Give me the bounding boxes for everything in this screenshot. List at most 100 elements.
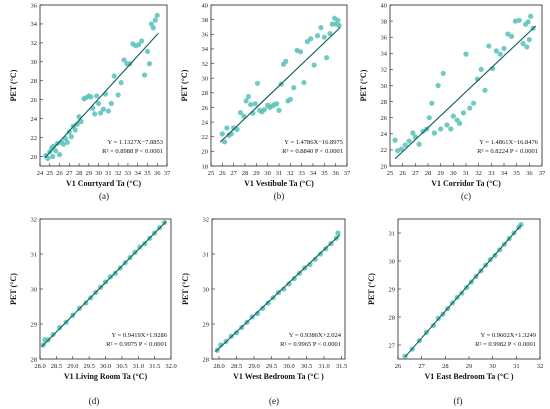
x-tick-label: 31.5 [149,363,160,370]
data-point [301,79,307,86]
data-point [237,109,244,116]
data-point [218,342,224,348]
panel-c: 25 26 27 28 29 30 31 32 33 34 35 36 37 20 22 24 26 28 30 32… [359,2,546,201]
data-point [291,85,297,91]
x-axis-label: V1 Courtyard Ta (°C) [66,179,141,188]
x-tick-label: 29 [437,170,444,177]
data-point [100,106,107,112]
x-tick-label: 34 [501,170,508,177]
y-tick-label: 30 [31,286,38,293]
data-point [274,101,280,107]
y-axis-label: PET (°C) [9,69,18,101]
y-tick-label: 40 [202,2,209,9]
data-point [68,134,74,140]
x-tick-label: 30 [489,363,496,370]
data-point [150,25,156,31]
panel-caption: (c) [461,191,471,201]
data-point [72,127,78,133]
data-point [50,153,56,160]
data-point [286,281,292,287]
data-point [137,244,143,250]
x-tick-label: 34 [310,170,317,177]
regression-stats: R² = 0.8988 P < 0.0001 [102,148,163,155]
x-tick-label: 28 [442,363,449,370]
data-point [107,274,114,280]
x-tick-label: 29 [86,170,93,177]
data-point [94,93,100,99]
regression-equation: Y = 1.4786X−16.8975 [284,139,343,146]
y-tick-label: 31 [203,251,210,258]
data-point [219,131,225,137]
panel-d: 28.0 28.5 29.0 29.5 30.0 30.5 31.0 31.5 32.0 28 29… [9,216,177,406]
regression-stats: R² = 0.9965 P < 0.0001 [280,341,341,348]
x-tick-label: 28 [242,170,249,177]
y-axis-label: PET (°C) [367,273,376,305]
regression-line [219,27,341,143]
plot-frame [39,4,168,167]
panel-caption: (f) [454,396,463,406]
data-point [53,148,59,154]
data-point [336,22,342,29]
data-point [111,73,117,79]
regression-stats: R² = 0.9975 P < 0.0001 [106,341,167,348]
data-point [478,66,484,72]
data-point [312,256,318,262]
y-tick-label: 30 [389,258,396,265]
x-tick-label: 25 [47,170,54,177]
data-point [321,34,327,40]
x-axis-label: V1 Corridor Ta (°C) [431,179,501,188]
x-tick-label: 28.0 [213,363,224,370]
x-tick-label: 26 [219,170,226,177]
data-point [307,261,313,268]
x-tick-label: 29.0 [248,363,259,370]
y-axis-label: PET (°C) [359,69,368,101]
regression-equation: Y = 1.4861X−16.8476 [479,139,538,146]
x-tick-label: 33 [488,170,495,177]
data-point [297,49,304,55]
y-tick-label: 30 [31,59,38,66]
data-point [56,152,63,158]
data-point [88,94,94,100]
x-tick-label: 30 [95,170,102,177]
data-point [311,62,317,68]
x-tick-label: 32 [475,170,482,177]
x-tick-label: 28.0 [34,363,45,370]
x-tick-label: 30 [450,170,457,177]
y-tick-label: 32 [31,40,38,47]
data-point [64,139,70,145]
data-point [304,38,310,45]
x-tick-label: 35 [513,170,520,177]
y-tick-label: 28 [203,356,210,363]
panel-f: 26 27 28 29 30 31 32 27 28 29 30 31 Y = 0.9602X+1.32… [367,218,544,406]
y-tick-label: 26 [202,105,209,112]
x-tick-label: 30.0 [100,363,111,370]
y-tick-label: 31 [389,230,396,237]
data-point [252,101,258,107]
data-point [97,110,104,116]
x-tick-label: 31 [105,170,112,177]
data-point [448,126,454,132]
data-point [324,55,330,61]
data-point [435,82,441,89]
x-tick-label: 30.5 [116,363,127,370]
x-tick-label: 37 [539,170,546,177]
x-tick-label: 37 [164,170,171,177]
x-tick-label: 32 [537,363,544,370]
regression-line [41,221,167,348]
x-tick-label: 31 [463,170,470,177]
panel-e: 28.0 28.5 29.0 29.5 30.0 30.5 31.0 31.5 28 29 30 31… [181,216,347,406]
data-point [115,92,121,98]
data-point [283,58,289,64]
data-point [410,130,416,136]
y-tick-label: 30 [203,286,210,293]
data-point [440,70,446,77]
data-point [416,141,422,147]
data-point [234,126,240,133]
y-tick-label: 36 [31,2,38,9]
regression-line [394,25,537,160]
data-point [497,51,503,57]
y-tick-label: 26 [31,97,38,104]
data-point [261,107,267,113]
data-point [233,330,240,336]
data-point [287,96,293,103]
